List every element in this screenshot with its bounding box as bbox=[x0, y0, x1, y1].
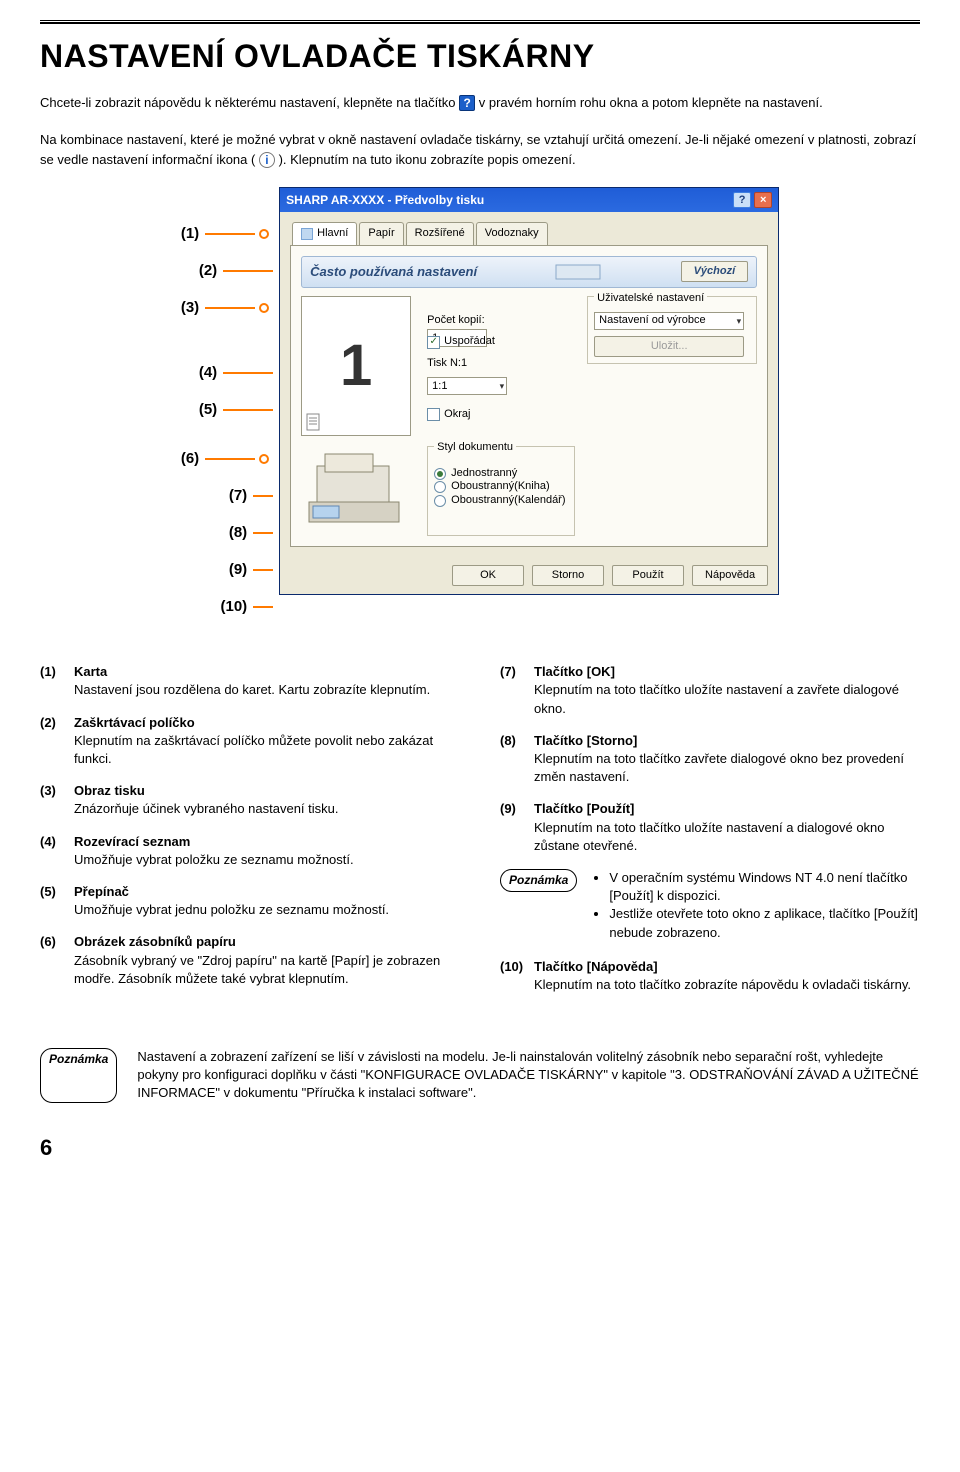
intro-text-1a: Chcete-li zobrazit nápovědu k některému … bbox=[40, 95, 459, 110]
desc-item-10: (10)Tlačítko [Nápověda]Klepnutím na toto… bbox=[500, 958, 920, 994]
window-title: SHARP AR-XXXX - Předvolby tisku bbox=[286, 192, 484, 209]
tab-row: Hlavní Papír Rozšířené Vodoznaky bbox=[280, 212, 778, 244]
desc-item-5: (5)PřepínačUmožňuje vybrat jednu položku… bbox=[40, 883, 460, 919]
top-rule bbox=[40, 20, 920, 24]
desc-item-3: (3)Obraz tiskuZnázorňuje účinek vybranéh… bbox=[40, 782, 460, 818]
tab-vodoznaky[interactable]: Vodoznaky bbox=[476, 222, 548, 244]
nup-dropdown[interactable]: 1:1▾ bbox=[427, 377, 507, 395]
help-icon: ? bbox=[459, 95, 475, 111]
close-button[interactable]: × bbox=[754, 192, 772, 208]
note-badge-bottom: Poznámka bbox=[40, 1048, 117, 1103]
callout-4: (4) bbox=[199, 362, 217, 383]
titlebar-help-button[interactable]: ? bbox=[733, 192, 751, 208]
save-button[interactable]: Uložit... bbox=[594, 336, 744, 357]
bottom-note-text: Nastavení a zobrazení zařízení se liší v… bbox=[137, 1048, 920, 1103]
description-columns: (1)KartaNastavení jsou rozdělena do kare… bbox=[40, 663, 920, 1008]
callout-7: (7) bbox=[229, 485, 247, 506]
printer-dialog: SHARP AR-XXXX - Předvolby tisku ? × Hlav… bbox=[279, 187, 779, 595]
desc-item-4: (4)Rozevírací seznamUmožňuje vybrat polo… bbox=[40, 833, 460, 869]
tab-papir[interactable]: Papír bbox=[359, 222, 403, 244]
titlebar: SHARP AR-XXXX - Předvolby tisku ? × bbox=[280, 188, 778, 212]
collate-label: Uspořádat bbox=[444, 334, 495, 349]
section-heading: Často používaná nastavení Výchozí bbox=[301, 256, 757, 288]
dialog-button-row: OK Storno Použít Nápověda bbox=[280, 557, 778, 594]
user-group-title: Uživatelské nastavení bbox=[594, 292, 707, 304]
margin-checkbox[interactable]: Okraj bbox=[427, 407, 757, 422]
ok-button[interactable]: OK bbox=[452, 565, 524, 586]
page-number: 6 bbox=[40, 1133, 920, 1164]
callout-9: (9) bbox=[229, 559, 247, 580]
intro-paragraph-2: Na kombinace nastavení, které je možné v… bbox=[40, 130, 920, 169]
preview-number: 1 bbox=[340, 325, 372, 406]
cancel-button[interactable]: Storno bbox=[532, 565, 604, 586]
user-settings-group: Uživatelské nastavení Nastavení od výrob… bbox=[587, 296, 757, 365]
tab-hlavni[interactable]: Hlavní bbox=[292, 222, 357, 244]
bottom-note: Poznámka Nastavení a zobrazení zařízení … bbox=[40, 1048, 920, 1103]
note-box: Poznámka V operačním systému Windows NT … bbox=[500, 869, 920, 942]
print-preview: 1 bbox=[301, 296, 411, 436]
callout-1: (1) bbox=[181, 223, 199, 244]
radio-dot bbox=[434, 495, 446, 507]
collate-checkbox[interactable]: ✓ Uspořádat bbox=[427, 334, 547, 349]
page-title: NASTAVENÍ OVLADAČE TISKÁRNY bbox=[40, 34, 920, 79]
radio-calendar[interactable]: Oboustranný(Kalendář) bbox=[434, 493, 565, 508]
intro-paragraph-1: Chcete-li zobrazit nápovědu k některému … bbox=[40, 93, 920, 113]
copies-label: Počet kopií: bbox=[427, 314, 484, 326]
default-button[interactable]: Výchozí bbox=[681, 261, 749, 282]
desc-item-2: (2)Zaškrtávací políčkoKlepnutím na zaškr… bbox=[40, 714, 460, 769]
callout-10: (10) bbox=[220, 596, 247, 617]
callout-6: (6) bbox=[181, 448, 199, 469]
desc-item-6: (6)Obrázek zásobníků papíruZásobník vybr… bbox=[40, 933, 460, 988]
callout-8: (8) bbox=[229, 522, 247, 543]
help-button[interactable]: Nápověda bbox=[692, 565, 768, 586]
desc-item-8: (8)Tlačítko [Storno]Klepnutím na toto tl… bbox=[500, 732, 920, 787]
note-bullets: V operačním systému Windows NT 4.0 není … bbox=[591, 869, 920, 942]
document-style-group: Styl dokumentu Jednostranný Oboustranný(… bbox=[427, 446, 574, 536]
margin-label: Okraj bbox=[444, 407, 470, 422]
user-settings-dropdown[interactable]: Nastavení od výrobce▾ bbox=[594, 312, 744, 330]
tab-icon bbox=[301, 228, 313, 240]
intro-text-2b: ). Klepnutím na tuto ikonu zobrazíte pop… bbox=[279, 152, 576, 167]
tab-rozsirene[interactable]: Rozšířené bbox=[406, 222, 474, 244]
page-mini-icon bbox=[306, 413, 320, 431]
note-badge: Poznámka bbox=[500, 869, 577, 892]
checkbox-icon: ✓ bbox=[427, 336, 440, 349]
section-title: Často používaná nastavení bbox=[310, 263, 477, 281]
intro-text-1b: v pravém horním rohu okna a potom klepně… bbox=[479, 95, 823, 110]
printer-tray-image[interactable] bbox=[301, 446, 411, 536]
checkbox-icon-margin bbox=[427, 408, 440, 421]
style-title: Styl dokumentu bbox=[434, 440, 516, 455]
note-bullet-2: Jestliže otevřete toto okno z aplikace, … bbox=[609, 905, 920, 941]
info-icon: i bbox=[259, 152, 275, 168]
desc-item-9: (9)Tlačítko [Použít]Klepnutím na toto tl… bbox=[500, 800, 920, 855]
tisk-label: Tisk N:1 bbox=[427, 357, 467, 369]
desc-item-7: (7)Tlačítko [OK]Klepnutím na toto tlačít… bbox=[500, 663, 920, 718]
note-bullet-1: V operačním systému Windows NT 4.0 není … bbox=[609, 869, 920, 905]
callout-2: (2) bbox=[199, 260, 217, 281]
callout-5: (5) bbox=[199, 399, 217, 420]
desc-right-col: (7)Tlačítko [OK]Klepnutím na toto tlačít… bbox=[500, 663, 920, 1008]
callout-labels: (1) (2) (3) (4) (5) (6) (7) (8) (9) (10) bbox=[181, 187, 279, 633]
printer-small-icon bbox=[554, 261, 604, 283]
dialog-diagram: (1) (2) (3) (4) (5) (6) (7) (8) (9) (10)… bbox=[40, 187, 920, 633]
desc-item-1: (1)KartaNastavení jsou rozdělena do kare… bbox=[40, 663, 460, 699]
radio-dot bbox=[434, 481, 446, 493]
tab-body: Často používaná nastavení Výchozí 1 Poče… bbox=[290, 245, 768, 547]
desc-left-col: (1)KartaNastavení jsou rozdělena do kare… bbox=[40, 663, 460, 1008]
radio-dot-on bbox=[434, 468, 446, 480]
callout-3: (3) bbox=[181, 297, 199, 318]
form-fields: Počet kopií: Uživatelské nastavení Nasta… bbox=[427, 296, 757, 436]
apply-button[interactable]: Použít bbox=[612, 565, 684, 586]
